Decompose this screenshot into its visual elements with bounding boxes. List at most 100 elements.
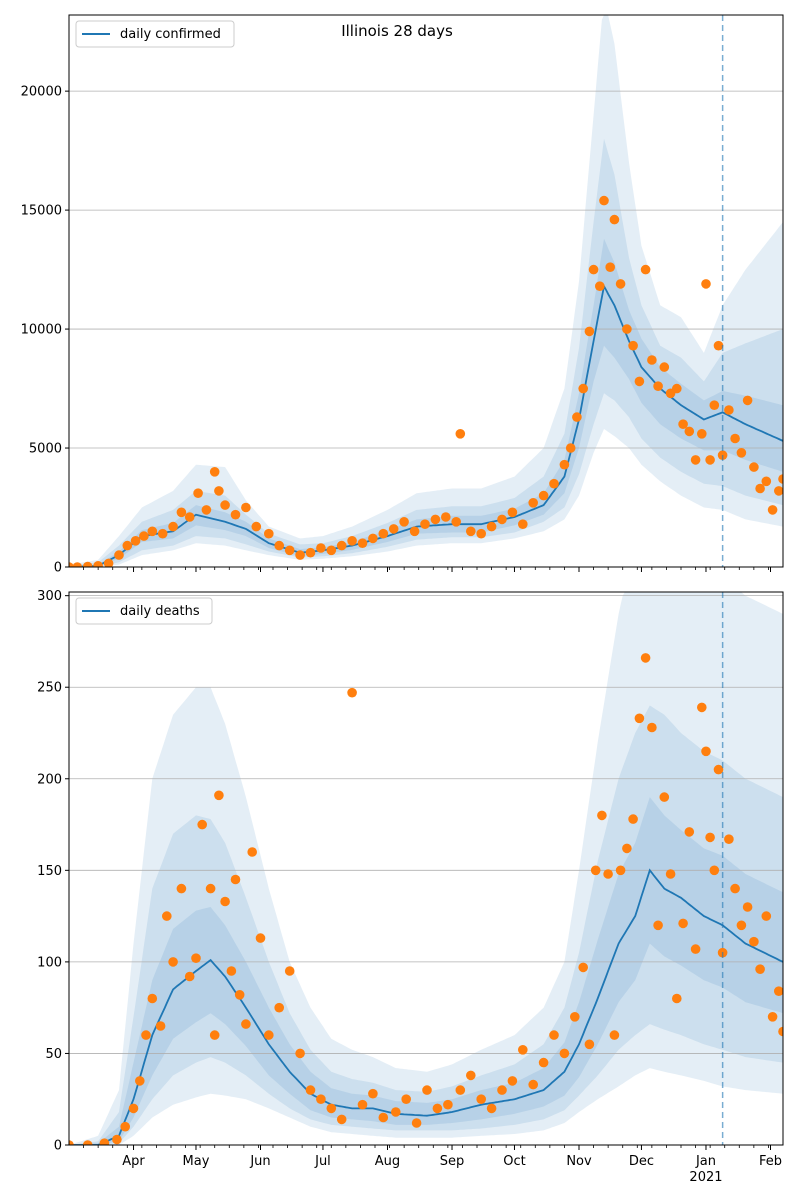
data-point [368,533,378,544]
data-point [653,920,663,931]
x-tick-label: Dec [629,1154,654,1169]
data-point [401,1094,412,1104]
data-point [432,1103,443,1114]
data-point [230,509,241,520]
y-tick-label: 20000 [21,85,62,100]
x-tick-label: Sep [440,1154,465,1169]
data-point [628,340,638,351]
data-point [609,214,620,225]
data-point [690,944,701,954]
data-point [82,1140,93,1145]
data-point [168,521,178,532]
legend-box [75,597,213,625]
data-point [451,517,462,527]
data-point [347,687,357,698]
data-point [730,433,740,444]
data-point [701,746,711,757]
data-point [528,498,538,508]
x-tick-label: Oct [503,1154,525,1169]
data-point [570,1012,580,1022]
x-tick-sublabel: 2021 [689,1170,722,1185]
data-point [549,478,559,489]
x-tick-label: Jun [249,1154,270,1169]
data-point [357,538,368,548]
data-point [559,459,570,470]
uncertainty-band [69,705,783,1145]
y-tick-label: 15000 [21,204,62,219]
data-point [684,426,695,437]
data-point [774,486,783,496]
y-tick-label: 150 [37,864,62,879]
data-point [678,419,688,430]
uncertainty-band [69,592,783,1145]
data-point [724,405,734,415]
data-point [441,512,451,522]
data-point [336,540,347,551]
x-tick-label: Feb [759,1154,782,1169]
confirmed-legend: daily confirmed [75,20,235,48]
data-point [778,474,783,484]
data-point [749,462,759,472]
data-point [659,362,670,372]
data-point [378,1112,389,1123]
data-point [378,528,389,539]
data-point [214,790,224,801]
data-point [316,543,326,553]
data-point [599,195,609,206]
data-point [197,819,207,830]
axes-frame [68,591,784,1146]
y-tick-label: 100 [37,955,62,970]
data-point [443,1099,453,1110]
data-point [476,528,487,539]
x-tick-label: Jul [314,1154,331,1169]
data-point [538,1057,549,1068]
data-point [316,1094,326,1104]
deaths-chart-panel: 0 50 100 150 200 250 300 Apr May Jun Jul Aug Sep Oct N… [37,589,784,1185]
data-point [147,526,158,537]
data-point [191,953,201,963]
data-point [347,536,357,546]
data-point [684,827,695,837]
data-point [155,1021,166,1031]
y-tick-label: 5000 [29,442,62,457]
x-tick-label: May [183,1154,210,1169]
data-point [565,443,576,453]
data-point [128,1103,139,1114]
data-point [130,536,141,546]
x-tick-label: Aug [375,1154,400,1169]
data-point [157,528,168,539]
deaths-axes: 0 50 100 150 200 250 300 Apr May Jun Jul Aug Sep Oct N… [37,589,784,1185]
legend-label: daily confirmed [120,27,221,42]
data-point [69,1140,74,1145]
data-point [391,1107,401,1117]
data-point [201,505,212,515]
data-point [778,1026,783,1037]
y-tick-label: 0 [54,561,62,576]
data-point [622,324,632,334]
data-point [724,834,734,844]
data-point [114,550,124,560]
data-point [193,488,203,499]
data-point [466,526,476,537]
deaths-legend: daily deaths [75,597,213,625]
data-point [82,561,93,567]
confirmed-points [69,195,783,567]
data-point [595,281,605,292]
data-point [209,1030,220,1040]
data-point [326,1103,337,1114]
legend-label: daily deaths [120,604,200,619]
data-point [634,713,645,724]
data-point [251,521,262,532]
data-point [234,990,245,1000]
data-point [295,1048,305,1059]
data-point [486,1103,497,1114]
data-point [761,911,772,921]
data-point [518,519,528,529]
data-point [305,1085,316,1095]
data-point [112,1134,122,1145]
data-point [672,993,682,1004]
data-point [247,847,257,857]
data-point [690,455,701,465]
y-tick-label: 200 [37,772,62,787]
data-point [559,1048,570,1059]
